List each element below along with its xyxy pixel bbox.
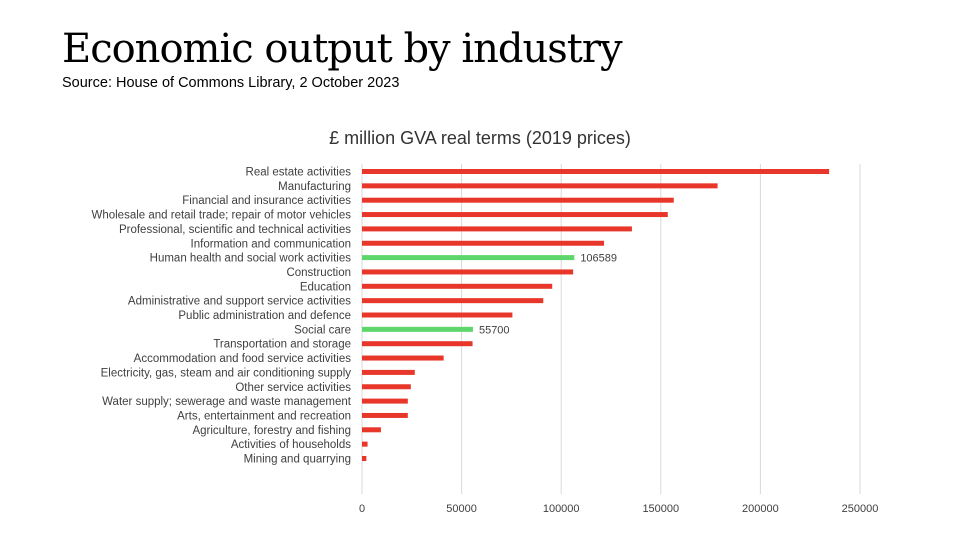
- category-label: Administrative and support service activ…: [128, 296, 351, 308]
- category-label: Water supply; sewerage and waste managem…: [102, 396, 352, 408]
- x-tick-label: 150000: [642, 503, 679, 515]
- bar: [362, 412, 408, 418]
- category-label: Agriculture, forestry and fishing: [192, 425, 351, 437]
- category-label: Education: [300, 281, 351, 293]
- bar: [362, 255, 575, 261]
- category-label: Electricity, gas, steam and air conditio…: [101, 367, 352, 379]
- data-label: 106589: [580, 253, 617, 265]
- bars: [362, 169, 830, 461]
- bar: [362, 226, 632, 232]
- category-label: Wholesale and retail trade; repair of mo…: [91, 210, 351, 222]
- category-label: Manufacturing: [278, 181, 351, 193]
- x-tick-label: 0: [359, 503, 365, 515]
- bar: [362, 312, 513, 318]
- source-note: Source: House of Commons Library, 2 Octo…: [62, 75, 400, 91]
- bar: [362, 183, 718, 189]
- category-label: Arts, entertainment and recreation: [177, 410, 351, 422]
- bar: [362, 169, 830, 174]
- gridlines: [361, 164, 861, 494]
- bar: [362, 427, 381, 433]
- data-label: 55700: [479, 324, 510, 336]
- x-tick-label: 200000: [742, 503, 779, 515]
- bar: [362, 384, 411, 390]
- x-tick-label: 50000: [446, 503, 477, 515]
- bar: [362, 456, 367, 461]
- category-label: Professional, scientific and technical a…: [119, 224, 351, 236]
- category-label: Information and communication: [191, 238, 351, 250]
- bar: [362, 283, 553, 289]
- category-label: Social care: [294, 324, 351, 336]
- bar: [362, 398, 408, 404]
- bar: [362, 341, 473, 347]
- category-label: Real estate activities: [246, 167, 352, 179]
- x-tick-label: 250000: [842, 503, 879, 515]
- category-label: Activities of households: [231, 439, 351, 451]
- chart-title: £ million GVA real terms (2019 prices): [329, 128, 631, 148]
- category-labels: Real estate activities Manufacturing Finan…: [91, 167, 351, 466]
- x-tick-label: 100000: [543, 503, 580, 515]
- page-title: Economic output by industry: [62, 26, 623, 72]
- category-label: Public administration and defence: [178, 310, 351, 322]
- bar: [362, 197, 674, 203]
- bar: [362, 298, 544, 304]
- category-label: Accommodation and food service activitie…: [134, 353, 352, 365]
- data-labels: 106589 55700: [479, 253, 617, 337]
- bar: [362, 269, 574, 275]
- category-label: Transportation and storage: [213, 339, 351, 351]
- x-axis-ticks: 0 50000 100000 150000 200000 250000: [359, 503, 878, 515]
- category-label: Financial and insurance activities: [182, 195, 351, 207]
- bar: [362, 355, 444, 361]
- category-label: Construction: [286, 267, 351, 279]
- bar: [362, 212, 668, 218]
- bar: [362, 240, 605, 246]
- category-label: Other service activities: [235, 382, 351, 394]
- bar: [362, 326, 473, 332]
- bar: [362, 369, 415, 375]
- category-label: Human health and social work activities: [150, 253, 352, 265]
- category-label: Mining and quarrying: [244, 454, 351, 466]
- bar: [362, 441, 368, 447]
